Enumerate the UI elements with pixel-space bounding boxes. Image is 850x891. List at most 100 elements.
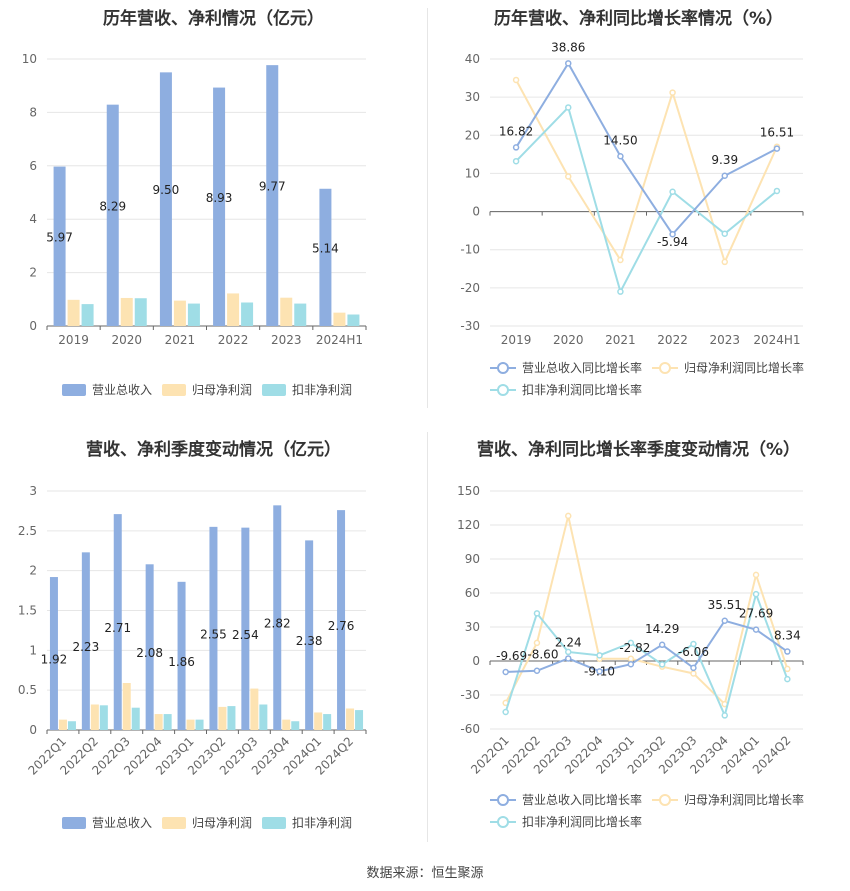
bar-net-profit <box>333 312 346 326</box>
y-tick-label: 2 <box>29 564 37 578</box>
data-point <box>752 590 760 598</box>
legend-label: 扣非净利润 <box>292 816 352 830</box>
bar-revenue <box>209 526 218 730</box>
bar-net-profit <box>346 708 355 730</box>
chart-title-quarterly-growth: 营收、净利同比增长率季度变动情况（%） <box>476 440 801 460</box>
bar-deducted-profit <box>294 303 307 326</box>
data-value-label: 38.86 <box>551 40 585 54</box>
x-tick-label: 2020 <box>111 333 142 347</box>
legend-swatch <box>262 817 286 829</box>
bar-value-label: 2.38 <box>296 634 323 648</box>
y-tick-label: 0.5 <box>18 683 37 697</box>
bar-revenue <box>305 540 314 730</box>
y-tick-label: 90 <box>465 552 480 566</box>
x-tick-label: 2024H1 <box>316 333 363 347</box>
data-point <box>784 675 791 683</box>
legend-swatch <box>62 817 86 829</box>
bar-deducted-profit <box>163 714 172 730</box>
legend-label: 营业总收入同比增长率 <box>522 360 642 375</box>
data-point <box>721 258 728 266</box>
data-point <box>721 230 728 237</box>
data-point <box>690 640 697 648</box>
legend-swatch <box>162 384 186 396</box>
legend-label: 扣非净利润 <box>292 383 352 397</box>
data-value-label: 9.39 <box>711 153 738 167</box>
data-point <box>565 173 572 180</box>
x-tick-label: 2024H1 <box>753 333 800 347</box>
data-point <box>512 144 520 151</box>
data-value-label: 16.82 <box>499 124 533 138</box>
data-value-label: 14.29 <box>645 622 679 636</box>
data-point <box>784 665 791 673</box>
data-value-label: -6.06 <box>678 645 709 659</box>
bar-deducted-profit <box>241 302 254 326</box>
data-value-label: -8.60 <box>527 648 558 662</box>
bar-value-label: 2.82 <box>264 617 291 631</box>
x-tick-label: 2022 <box>657 333 688 347</box>
bar-net-profit <box>186 719 195 730</box>
y-tick-label: 0 <box>472 205 480 219</box>
y-tick-label: 1.5 <box>18 604 37 618</box>
y-tick-label: 60 <box>465 586 480 600</box>
data-value-label: 8.34 <box>774 629 801 643</box>
data-point <box>512 157 520 165</box>
y-tick-label: -60 <box>460 722 480 736</box>
y-tick-label: 6 <box>29 159 37 173</box>
series-line-deducted-profit <box>515 105 778 295</box>
data-value-label: -5.94 <box>657 235 688 249</box>
bar-net-profit <box>58 719 67 730</box>
data-point <box>565 512 572 520</box>
bar-net-profit <box>90 704 99 730</box>
legend-label: 归母净利润 <box>192 816 252 830</box>
data-value-label: 27.69 <box>739 607 773 621</box>
bar-revenue <box>81 552 90 730</box>
quarterly-growth-rate-chart: -60-3003060901201502022Q12022Q22022Q3202… <box>457 484 804 829</box>
data-point <box>617 153 624 160</box>
data-point <box>658 641 666 649</box>
y-tick-label: 150 <box>457 484 480 498</box>
data-point <box>596 652 603 659</box>
legend-swatch <box>162 817 186 829</box>
series-line-revenue <box>505 619 788 673</box>
bar-deducted-profit <box>323 714 332 730</box>
y-tick-label: -30 <box>460 688 480 702</box>
quarterly-revenue-profit-chart: 00.511.522.532022Q12022Q22022Q32022Q4202… <box>18 484 367 830</box>
bar-net-profit <box>120 297 133 326</box>
bar-net-profit <box>282 719 291 730</box>
data-point <box>752 571 760 579</box>
y-tick-label: 10 <box>22 52 37 66</box>
y-tick-label: 8 <box>29 105 37 119</box>
chart-title-annual-growth: 历年营收、净利同比增长率情况（%） <box>493 9 784 29</box>
data-point <box>627 639 635 647</box>
data-point <box>773 187 781 195</box>
bar-net-profit <box>67 299 80 326</box>
data-point <box>565 655 572 662</box>
annual-revenue-profit-chart: 0 2 4 6 8 10 2019 2020 2021 2022 2023 2024H1 5.97 8.2… <box>22 52 367 397</box>
bar-revenue <box>266 65 279 327</box>
data-point <box>565 648 572 656</box>
legend-label: 扣非净利润同比增长率 <box>522 814 642 829</box>
data-value-label: 16.51 <box>760 126 794 140</box>
series-line-net-profit <box>504 515 789 707</box>
y-tick-label: 40 <box>465 52 480 66</box>
data-point <box>512 76 520 84</box>
annual-growth-rate-chart: -30 -20 -10 0 10 20 30 40 2019 2020 2021 2022 2023 20… <box>460 40 804 397</box>
legend-label: 归母净利润同比增长率 <box>684 792 804 807</box>
bar-value-label: 5.14 <box>312 241 339 255</box>
data-point <box>533 639 541 647</box>
bar-deducted-profit <box>187 303 200 326</box>
bar-value-label: 2.54 <box>232 628 259 642</box>
y-tick-label: 4 <box>29 212 37 226</box>
bar-deducted-profit <box>227 706 236 730</box>
bar-revenue <box>113 514 122 730</box>
bar-deducted-profit <box>81 304 94 326</box>
legend-swatch <box>262 384 286 396</box>
bar-revenue <box>177 581 186 730</box>
y-tick-label: 20 <box>465 128 480 142</box>
bar-revenue <box>213 87 226 326</box>
bar-revenue <box>159 72 172 326</box>
data-point <box>784 648 791 655</box>
bar-deducted-profit <box>134 298 147 326</box>
x-tick-label: 2021 <box>165 333 196 347</box>
data-point <box>617 288 624 295</box>
